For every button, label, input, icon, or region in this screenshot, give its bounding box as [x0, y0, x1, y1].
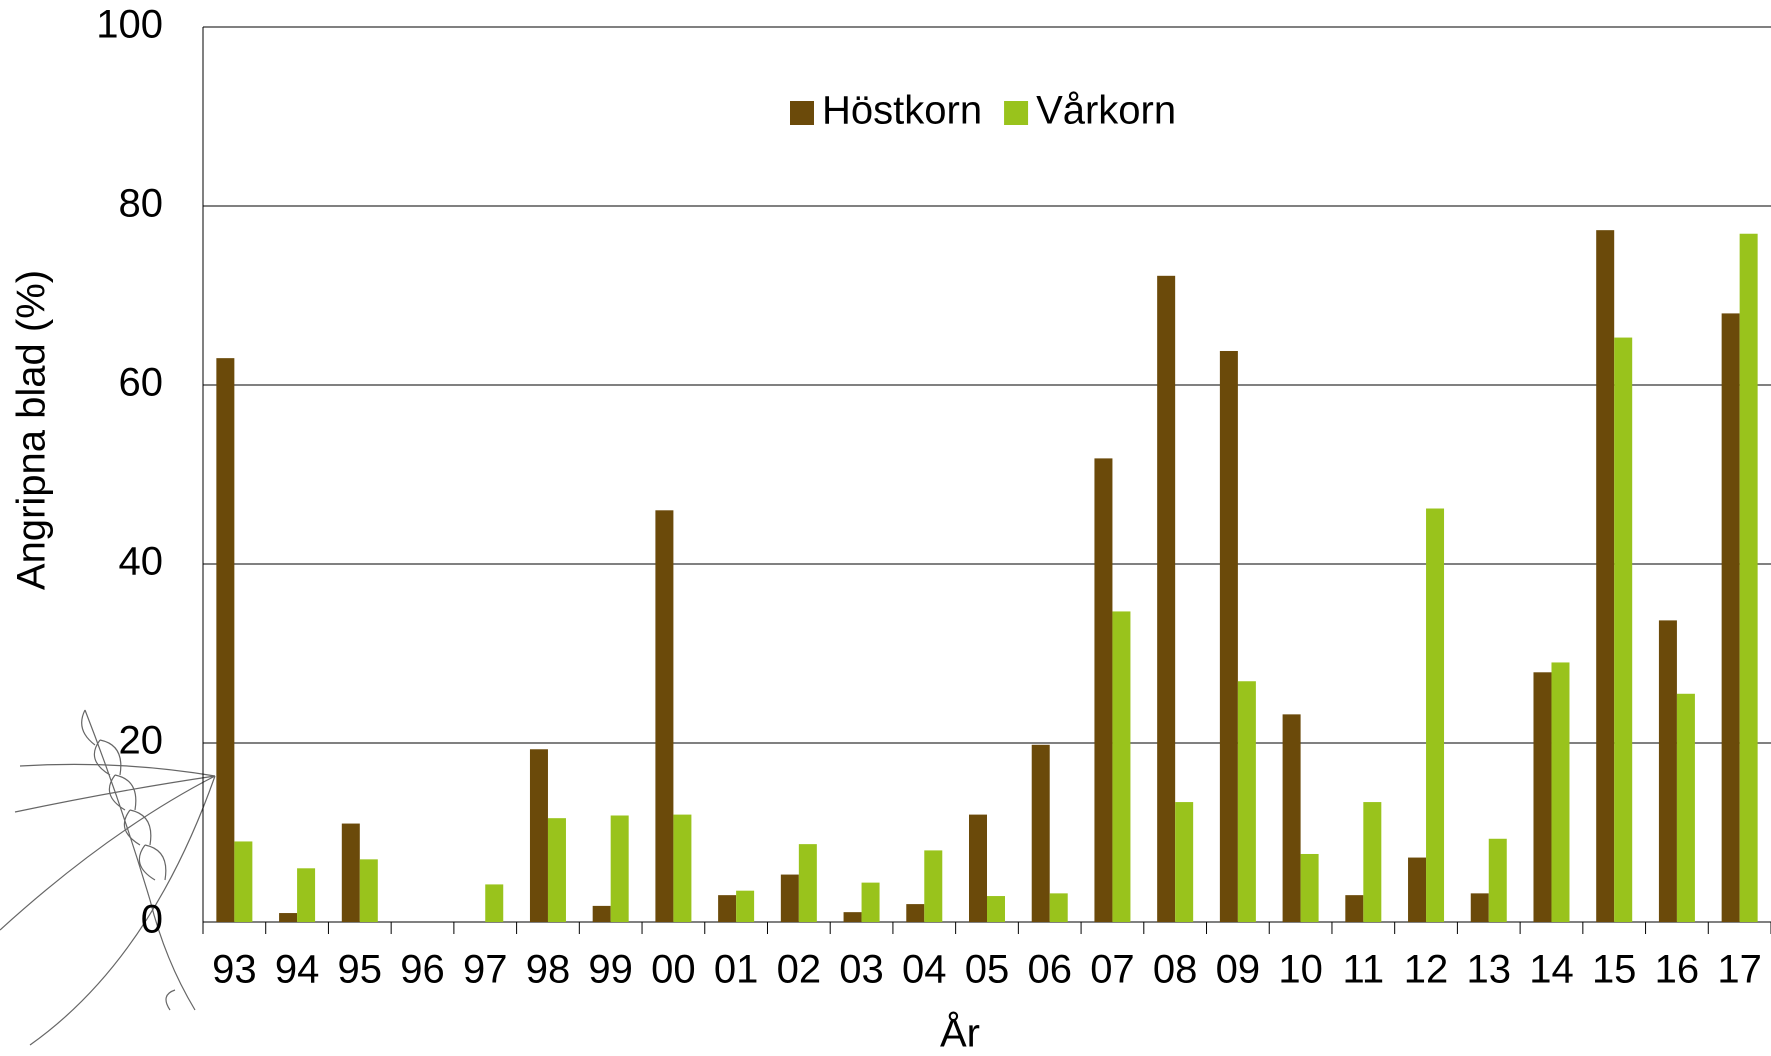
x-tick-label: 17: [1717, 948, 1762, 992]
y-tick-label: 0: [141, 898, 163, 942]
bar: [1489, 839, 1507, 922]
x-tick-label: 16: [1655, 948, 1700, 992]
x-tick-label: 99: [588, 948, 633, 992]
bar: [1363, 802, 1381, 922]
x-axis-label: År: [940, 1011, 980, 1056]
bar: [1614, 338, 1632, 922]
x-tick-label: 98: [526, 948, 571, 992]
bar: [548, 818, 566, 922]
x-tick-label: 96: [400, 948, 445, 992]
bar: [1471, 893, 1489, 922]
x-tick-label: 04: [902, 948, 947, 992]
bar: [593, 906, 611, 922]
bar: [342, 824, 360, 922]
bar: [862, 883, 880, 922]
x-tick-label: 08: [1153, 948, 1198, 992]
bar: [216, 358, 234, 922]
wheat-decoration: [0, 710, 215, 1045]
bar: [799, 844, 817, 922]
bar: [1220, 351, 1238, 922]
bar: [673, 815, 691, 922]
x-tick-label: 12: [1404, 948, 1449, 992]
x-tick-label: 00: [651, 948, 696, 992]
x-tick-label: 01: [714, 948, 759, 992]
y-tick-label: 40: [119, 540, 164, 584]
legend-swatch: [790, 101, 814, 125]
legend-label: Höstkorn: [822, 89, 982, 133]
bar: [1032, 745, 1050, 922]
bar: [1677, 694, 1695, 922]
bar: [906, 904, 924, 922]
bar: [1596, 230, 1614, 922]
bar: [924, 850, 942, 922]
bar: [1175, 802, 1193, 922]
bar: [1408, 858, 1426, 922]
bar: [297, 868, 315, 922]
bar: [1157, 276, 1175, 922]
bar: [987, 896, 1005, 922]
x-tick-label: 05: [965, 948, 1010, 992]
bar: [611, 815, 629, 922]
bar: [1740, 234, 1758, 922]
bar: [1426, 509, 1444, 922]
bar: [1112, 611, 1130, 922]
legend-swatch: [1004, 101, 1028, 125]
bar: [718, 895, 736, 922]
y-tick-label: 60: [119, 361, 164, 405]
bar: [655, 510, 673, 922]
bar: [530, 749, 548, 922]
x-tick-label: 95: [338, 948, 383, 992]
bar: [969, 815, 987, 922]
y-tick-label: 100: [96, 3, 163, 47]
bar: [1050, 893, 1068, 922]
x-tick-label: 10: [1278, 948, 1323, 992]
bar: [485, 884, 503, 922]
chart: År Angripna blad (%) 0204060801009394959…: [0, 0, 1771, 1056]
x-tick-label: 03: [839, 948, 884, 992]
bar: [736, 891, 754, 922]
y-axis-label: Angripna blad (%): [10, 270, 54, 590]
bar: [1345, 895, 1363, 922]
bar: [781, 875, 799, 922]
x-tick-label: 11: [1343, 948, 1385, 992]
x-tick-label: 94: [275, 948, 320, 992]
bar: [234, 841, 252, 922]
bar: [1659, 620, 1677, 922]
x-tick-label: 15: [1592, 948, 1637, 992]
bar: [279, 913, 297, 922]
x-tick-label: 06: [1027, 948, 1072, 992]
bar: [1722, 313, 1740, 922]
x-tick-label: 93: [212, 948, 257, 992]
bar: [1094, 458, 1112, 922]
bar: [1238, 681, 1256, 922]
bar: [844, 912, 862, 922]
x-tick-label: 07: [1090, 948, 1135, 992]
bar: [360, 859, 378, 922]
y-tick-label: 20: [119, 719, 164, 763]
bar: [1283, 714, 1301, 922]
x-tick-label: 02: [777, 948, 822, 992]
x-tick-label: 13: [1467, 948, 1512, 992]
bar: [1533, 672, 1551, 922]
legend-label: Vårkorn: [1036, 89, 1176, 133]
x-tick-label: 97: [463, 948, 508, 992]
bar: [1301, 854, 1319, 922]
x-tick-label: 14: [1529, 948, 1574, 992]
y-tick-label: 80: [119, 182, 164, 226]
bar: [1551, 662, 1569, 922]
x-tick-label: 09: [1216, 948, 1261, 992]
